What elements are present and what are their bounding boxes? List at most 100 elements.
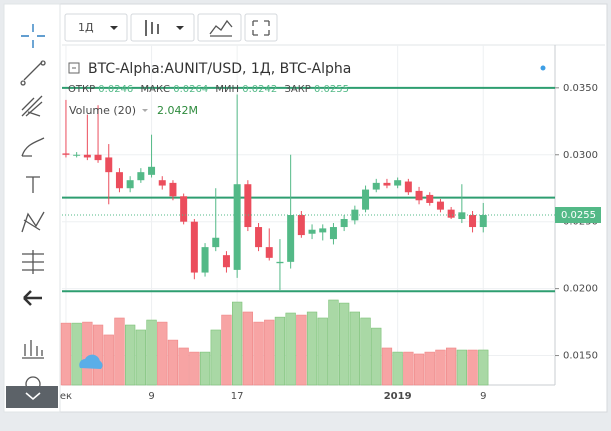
volume-bar xyxy=(210,329,221,386)
candle-body xyxy=(383,182,391,186)
fullscreen-icon xyxy=(252,20,270,36)
ohlc-value: 0.0246 xyxy=(98,84,133,95)
text-tool[interactable] xyxy=(26,176,40,193)
last-price-label: 0.0255 xyxy=(561,210,596,221)
volume-bar xyxy=(413,353,425,386)
data-window[interactable] xyxy=(22,340,44,359)
candle-body xyxy=(105,157,113,173)
status-dot xyxy=(540,65,546,71)
line-tool[interactable] xyxy=(20,60,46,86)
indicators-button[interactable] xyxy=(197,13,242,42)
candle-body xyxy=(404,181,412,193)
volume-bar xyxy=(274,316,286,386)
y-tick-label: 0.0200 xyxy=(563,284,598,295)
interval-button[interactable] xyxy=(64,13,128,42)
volume-bar xyxy=(82,321,93,386)
volume-bar xyxy=(456,349,467,386)
back-tool[interactable] xyxy=(23,290,42,306)
volume-bar xyxy=(403,351,414,386)
candle-body xyxy=(158,180,166,186)
volume-bar xyxy=(189,351,200,386)
volume-bar xyxy=(306,311,318,386)
volume-bar xyxy=(167,339,179,386)
ohlc-name: МИН xyxy=(215,84,239,95)
candle-body xyxy=(212,237,220,248)
volume-bar xyxy=(71,322,82,386)
candle-body xyxy=(265,247,273,258)
volume-bar xyxy=(60,322,72,386)
x-tick-label: 2019 xyxy=(384,391,412,402)
dropdown xyxy=(176,26,184,30)
y-tick-label: 0.0300 xyxy=(563,150,598,161)
candle-body xyxy=(148,166,156,175)
indicator-icon xyxy=(209,19,233,37)
candle-body xyxy=(169,182,177,197)
volume-value: 2.042M xyxy=(157,104,198,117)
x-tick-label: 17 xyxy=(231,391,244,402)
volume-bar xyxy=(371,327,382,386)
brush-tool[interactable] xyxy=(21,137,45,157)
candle-body xyxy=(201,247,209,273)
candle-body xyxy=(319,228,327,233)
volume-bar xyxy=(199,351,211,386)
x-tick-label: 9 xyxy=(480,391,486,402)
collapse-legend[interactable] xyxy=(68,62,80,74)
volume-bar xyxy=(285,312,296,386)
candle-body xyxy=(83,154,91,158)
volume-bar xyxy=(103,334,114,386)
ohlc-value: 0.0242 xyxy=(242,84,277,95)
top-toolbar: 1Д xyxy=(64,13,278,42)
candle-body xyxy=(415,190,423,201)
candle-body xyxy=(394,180,402,186)
pattern-tool[interactable] xyxy=(21,211,45,233)
dropdown xyxy=(142,109,148,112)
ohlc-legend: ОТКР 0.0246 МАКС 0.0264 МИН 0.0242 ЗАКР … xyxy=(68,84,349,95)
candle-body xyxy=(447,209,455,218)
candle-body xyxy=(126,180,134,189)
candle-body xyxy=(479,215,487,228)
candle-body xyxy=(308,229,316,234)
candle-body xyxy=(340,219,348,228)
ohlc-name: ОТКР xyxy=(68,84,95,95)
volume-bar xyxy=(360,317,371,386)
fullscreen-button[interactable] xyxy=(244,13,278,42)
volume-bar xyxy=(381,347,393,386)
collapse-button[interactable] xyxy=(6,386,58,408)
volume-bar xyxy=(114,317,125,386)
ohlc-name: ЗАКР xyxy=(284,84,310,95)
volume-bar xyxy=(349,311,360,386)
candle-icon xyxy=(145,20,159,36)
crosshair-tool[interactable] xyxy=(21,24,45,48)
fork-tool[interactable] xyxy=(21,95,43,117)
volume-bar xyxy=(445,347,457,386)
volume-bar xyxy=(435,349,446,386)
measure-tool[interactable] xyxy=(22,250,44,274)
candle-body xyxy=(287,215,295,262)
ohlc-name: МАКС xyxy=(140,84,170,95)
chart-title: BTC-Alpha:AUNIT/USD, 1Д, BTC-Alpha xyxy=(88,61,351,77)
volume-bar xyxy=(264,319,275,386)
volume-bar xyxy=(317,317,328,386)
candle-body xyxy=(276,261,284,264)
tools[interactable] xyxy=(20,24,46,392)
x-tick-label: ек xyxy=(60,391,72,402)
candle-body xyxy=(222,255,230,268)
volume-bar xyxy=(157,321,168,386)
ohlc-value: 0.0255 xyxy=(314,84,349,95)
candle-body xyxy=(362,189,370,210)
style-button[interactable] xyxy=(130,13,195,42)
candle-body xyxy=(62,153,70,155)
volume-bar xyxy=(338,302,350,386)
candle-body xyxy=(180,196,188,222)
candle-body xyxy=(372,182,380,190)
cloud-icon xyxy=(79,354,103,369)
candle-body xyxy=(190,221,198,273)
volume-bar xyxy=(135,329,146,386)
candle-body xyxy=(115,172,123,189)
candle-body xyxy=(244,184,252,228)
volume-bar xyxy=(125,324,136,386)
volume-bar xyxy=(178,347,189,386)
y-tick-label: 0.0150 xyxy=(563,351,598,362)
chevron xyxy=(25,392,41,401)
y-tick-label: 0.0350 xyxy=(563,83,598,94)
